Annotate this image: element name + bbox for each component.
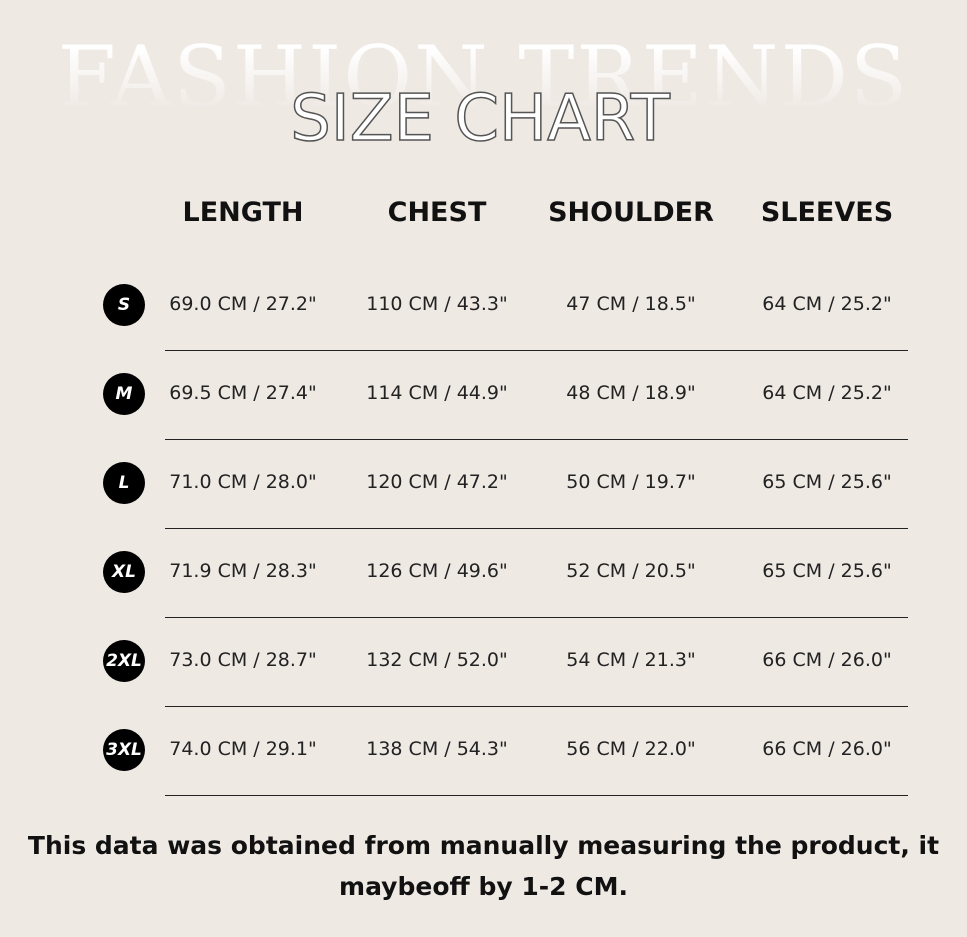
- cell: 138 CM / 54.3": [366, 738, 508, 760]
- cell: 48 CM / 18.9": [566, 382, 696, 404]
- cell: 47 CM / 18.5": [566, 293, 696, 315]
- row-divider: [165, 439, 908, 440]
- cell: 71.0 CM / 28.0": [169, 471, 317, 493]
- column-header: LENGTH: [182, 197, 304, 228]
- row-divider: [165, 706, 908, 707]
- title: SIZE CHART: [289, 81, 670, 157]
- cell: 66 CM / 26.0": [762, 738, 892, 760]
- size-badge: M: [103, 373, 145, 415]
- cell: 65 CM / 25.6": [762, 560, 892, 582]
- footnote: maybeoff by 1-2 CM.: [339, 872, 628, 901]
- cell: 126 CM / 49.6": [366, 560, 508, 582]
- cell: 71.9 CM / 28.3": [169, 560, 317, 582]
- cell: 110 CM / 43.3": [366, 293, 508, 315]
- size-badge: 2XL: [103, 640, 145, 682]
- cell: 50 CM / 19.7": [566, 471, 696, 493]
- cell: 69.5 CM / 27.4": [169, 382, 317, 404]
- row-divider: [165, 795, 908, 796]
- cell: 114 CM / 44.9": [366, 382, 508, 404]
- row-divider: [165, 528, 908, 529]
- cell: 64 CM / 25.2": [762, 382, 892, 404]
- column-header: CHEST: [387, 197, 487, 228]
- cell: 120 CM / 47.2": [366, 471, 508, 493]
- cell: 64 CM / 25.2": [762, 293, 892, 315]
- cell: 54 CM / 21.3": [566, 649, 696, 671]
- row-divider: [165, 350, 908, 351]
- background-title: FASHION TRENDS: [0, 28, 967, 126]
- cell: 69.0 CM / 27.2": [169, 293, 317, 315]
- cell: 74.0 CM / 29.1": [169, 738, 317, 760]
- cell: 66 CM / 26.0": [762, 649, 892, 671]
- column-header: SLEEVES: [760, 197, 894, 228]
- size-badge: 3XL: [103, 729, 145, 771]
- cell: 73.0 CM / 28.7": [169, 649, 317, 671]
- column-header: SHOULDER: [548, 197, 714, 228]
- cell: 52 CM / 20.5": [566, 560, 696, 582]
- cell: 56 CM / 22.0": [566, 738, 696, 760]
- size-badge: L: [103, 462, 145, 504]
- size-badge: XL: [103, 551, 145, 593]
- cell: 65 CM / 25.6": [762, 471, 892, 493]
- size-badge: S: [103, 284, 145, 326]
- row-divider: [165, 617, 908, 618]
- cell: 132 CM / 52.0": [366, 649, 508, 671]
- footnote: This data was obtained from manually mea…: [27, 831, 940, 860]
